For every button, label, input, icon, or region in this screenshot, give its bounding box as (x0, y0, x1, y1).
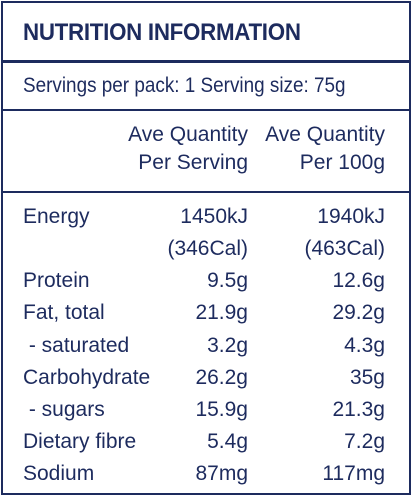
column-header-line: Ave Quantity (128, 123, 248, 146)
row-label: Dietary fibre (23, 430, 137, 453)
table-row: Dietary fibre 5.4g 7.2g (3, 426, 409, 458)
per-serving-value: (346Cal) (167, 237, 248, 260)
column-header-per-100g: Ave Quantity Per 100g (265, 121, 385, 177)
per-100g-value: 35g (349, 366, 385, 389)
table-row: Fat, total 21.9g 29.2g (3, 297, 409, 329)
row-label: Carbohydrate (23, 366, 151, 389)
table-row: Sodium 87mg 117mg (3, 458, 409, 490)
row-label: - saturated (23, 334, 130, 357)
table-row: Energy 1450kJ 1940kJ (3, 201, 409, 233)
table-row: Carbohydrate 26.2g 35g (3, 362, 409, 394)
row-label: Sodium (23, 462, 95, 485)
panel-title: NUTRITION INFORMATION (23, 19, 301, 46)
per-serving-value: 9.5g (207, 269, 248, 292)
per-serving-value: 5.4g (207, 430, 248, 453)
servings-divider (3, 109, 409, 111)
per-100g-value: 1940kJ (317, 205, 385, 228)
per-serving-value: 1450kJ (180, 205, 248, 228)
per-serving-value: 26.2g (195, 366, 248, 389)
nutrition-panel: NUTRITION INFORMATION Servings per pack:… (1, 1, 411, 495)
header-divider (3, 191, 409, 193)
row-label: - sugars (23, 398, 105, 421)
table-row: (346Cal) (463Cal) (3, 233, 409, 265)
column-header-line: Per 100g (299, 151, 385, 174)
per-100g-value: 7.2g (344, 430, 385, 453)
title-divider (3, 60, 409, 63)
per-serving-value: 21.9g (195, 301, 248, 324)
row-label: Energy (23, 205, 90, 228)
row-label: Fat, total (23, 301, 105, 324)
column-header-line: Ave Quantity (265, 123, 385, 146)
per-100g-value: 117mg (322, 462, 385, 485)
row-label: Protein (23, 269, 90, 292)
per-100g-value: 12.6g (332, 269, 385, 292)
per-100g-value: (463Cal) (304, 237, 385, 260)
servings-info: Servings per pack: 1 Serving size: 75g (23, 74, 346, 97)
table-row: - sugars 15.9g 21.3g (3, 394, 409, 426)
column-header-per-serving: Ave Quantity Per Serving (128, 121, 248, 177)
per-100g-value: 21.3g (332, 398, 385, 421)
per-100g-value: 4.3g (344, 334, 385, 357)
table-row: - saturated 3.2g 4.3g (3, 330, 409, 362)
table-row: Protein 9.5g 12.6g (3, 265, 409, 297)
column-header-line: Per Serving (138, 151, 248, 174)
per-100g-value: 29.2g (332, 301, 385, 324)
per-serving-value: 3.2g (207, 334, 248, 357)
per-serving-value: 15.9g (195, 398, 248, 421)
per-serving-value: 87mg (195, 462, 248, 485)
